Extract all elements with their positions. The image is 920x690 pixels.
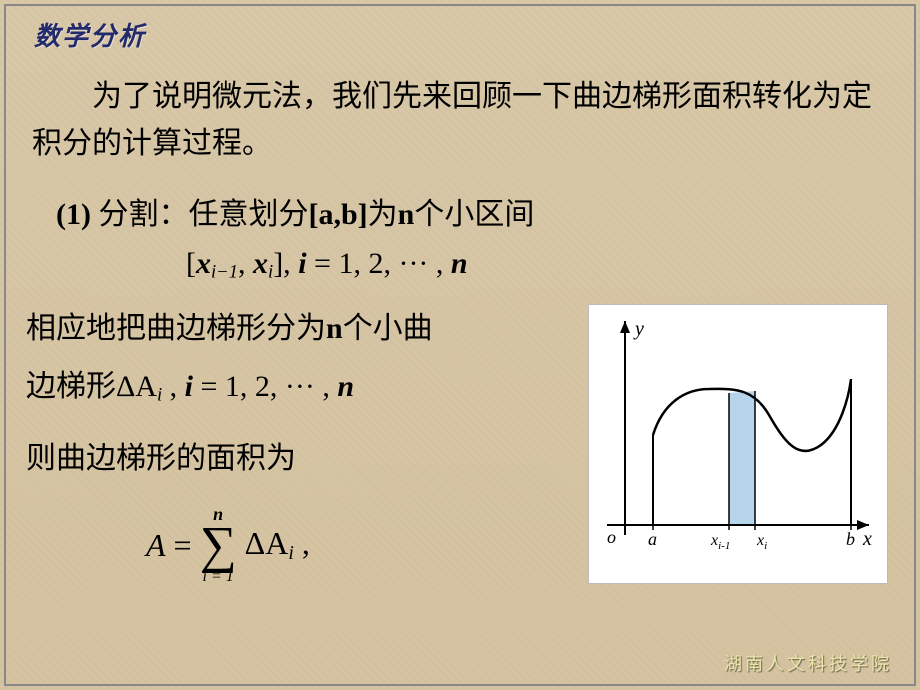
math-interval-line: [xi−1, xi], i = 1, 2, ··· , n — [26, 247, 894, 284]
inline-rest: = 1, 2, ··· , — [193, 370, 337, 403]
sigma-stack: n ∑ i = 1 — [200, 505, 237, 586]
intro-paragraph: 为了说明微元法，我们先来回顾一下曲边梯形面积转化为定积分的计算过程。 — [26, 74, 894, 167]
math-sub-im1: i−1 — [211, 262, 238, 283]
para3a: 相应地把曲边梯形分为 — [26, 312, 326, 345]
inline-dA: ΔAi — [116, 370, 162, 403]
sum-formula: A = n ∑ i = 1 ΔAi , — [26, 505, 588, 586]
shaded-strip — [729, 391, 755, 525]
inline-comma: , — [162, 370, 185, 403]
inline-n: n — [337, 370, 354, 403]
xi-label: xi — [756, 532, 767, 552]
xi1-label: xi-1 — [710, 532, 730, 552]
step1-n: n — [398, 198, 415, 231]
inline-ivar-b: i — [185, 370, 193, 403]
sum-dA: ΔA — [245, 525, 289, 561]
para4: 则曲边梯形的面积为 — [26, 433, 588, 477]
sum-A: A — [146, 527, 166, 564]
curve-figure: y x o a b xi-1 xi — [588, 304, 888, 584]
step1-line: (1) 分割：任意划分[a,b]为n个小区间 — [26, 189, 894, 233]
step1-tail2: 个小区间 — [414, 198, 534, 231]
para3c: 边梯形 — [26, 370, 116, 403]
y-label: y — [633, 318, 644, 340]
sum-eq: = — [174, 527, 192, 564]
sum-body: ΔAi , — [245, 525, 310, 565]
slide-frame: 数学分析 为了说明微元法，我们先来回顾一下曲边梯形面积转化为定积分的计算过程。 … — [4, 4, 916, 686]
step1-label: (1) — [56, 198, 91, 231]
a-label: a — [648, 529, 657, 549]
step1-tail: 为 — [368, 198, 398, 231]
math-ivar: i — [298, 247, 306, 280]
math-comma1: , — [238, 247, 253, 280]
math-n: n — [451, 247, 468, 280]
curve-svg: y x o a b xi-1 xi — [589, 305, 889, 585]
math-eq-seq: = 1, 2, ··· , — [307, 247, 451, 280]
para3-n: n — [326, 312, 343, 345]
step1-text: 分割：任意划分 — [91, 198, 309, 231]
sum-tail: , — [294, 525, 310, 561]
slide-header-title: 数学分析 — [34, 16, 146, 53]
b-label: b — [846, 529, 855, 549]
inline-dA-sym: ΔA — [116, 370, 157, 403]
step1-interval: [a,b] — [308, 198, 367, 231]
sigma-symbol: ∑ — [200, 523, 237, 570]
inline-ivar: i — [185, 370, 193, 403]
x-label: x — [862, 528, 872, 550]
para3b: 个小曲 — [343, 312, 433, 345]
math-x1: x — [196, 247, 211, 280]
slide-content: 为了说明微元法，我们先来回顾一下曲边梯形面积转化为定积分的计算过程。 (1) 分… — [26, 74, 894, 585]
para3: 相应地把曲边梯形分为n个小曲 边梯形ΔAi , i = 1, 2, ··· , … — [26, 300, 588, 417]
y-arrow — [620, 321, 630, 333]
math-close: ], — [273, 247, 298, 280]
math-open: [ — [186, 247, 196, 280]
math-x2: x — [253, 247, 268, 280]
o-label: o — [607, 527, 616, 547]
slide-footer-org: 湖南人文科技学院 — [724, 650, 892, 676]
sigma-bottom: i = 1 — [203, 569, 234, 585]
left-column: 相应地把曲边梯形分为n个小曲 边梯形ΔAi , i = 1, 2, ··· , … — [26, 284, 588, 586]
content-row: 相应地把曲边梯形分为n个小曲 边梯形ΔAi , i = 1, 2, ··· , … — [26, 284, 894, 586]
